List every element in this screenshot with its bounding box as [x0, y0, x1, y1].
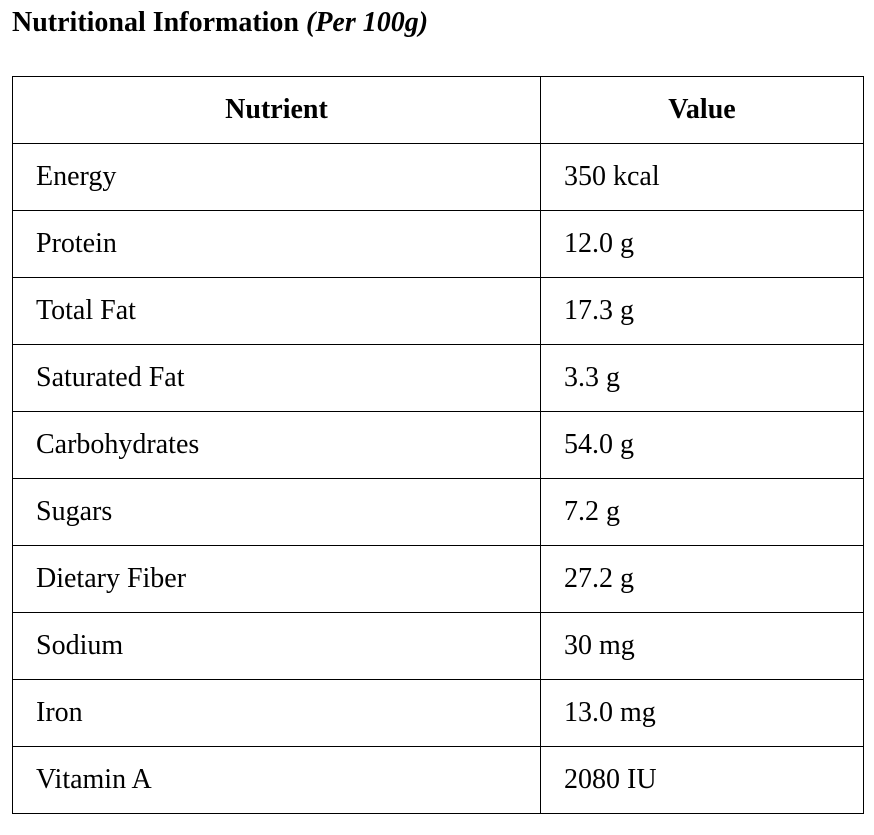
table-row: Sodium 30 mg — [12, 612, 864, 680]
table-row: Dietary Fiber 27.2 g — [12, 545, 864, 613]
nutrient-cell: Energy — [12, 143, 541, 211]
nutrient-cell: Protein — [12, 210, 541, 278]
nutrient-cell: Total Fat — [12, 277, 541, 345]
nutrient-cell: Carbohydrates — [12, 411, 541, 479]
header-row: Nutrient Value — [12, 76, 864, 144]
value-cell: 54.0 g — [540, 411, 864, 479]
value-cell: 2080 IU — [540, 746, 864, 814]
nutrient-cell: Sugars — [12, 478, 541, 546]
table-row: Sugars 7.2 g — [12, 478, 864, 546]
table-row: Carbohydrates 54.0 g — [12, 411, 864, 479]
header-nutrient: Nutrient — [12, 76, 541, 144]
value-cell: 27.2 g — [540, 545, 864, 613]
title-text: Nutritional Information — [12, 7, 299, 38]
nutrition-table: Nutrient Value Energy 350 kcal Protein 1… — [12, 76, 864, 814]
table-header: Nutrient Value — [12, 76, 864, 144]
table-row: Iron 13.0 mg — [12, 679, 864, 747]
header-value: Value — [540, 76, 864, 144]
table-row: Vitamin A 2080 IU — [12, 746, 864, 814]
value-cell: 30 mg — [540, 612, 864, 680]
title-subtitle: (Per 100g) — [306, 7, 429, 38]
value-cell: 12.0 g — [540, 210, 864, 278]
value-cell: 7.2 g — [540, 478, 864, 546]
value-cell: 350 kcal — [540, 143, 864, 211]
value-cell: 13.0 mg — [540, 679, 864, 747]
nutrient-cell: Saturated Fat — [12, 344, 541, 412]
table-row: Protein 12.0 g — [12, 210, 864, 278]
nutrient-cell: Vitamin A — [12, 746, 541, 814]
nutrient-cell: Dietary Fiber — [12, 545, 541, 613]
value-cell: 17.3 g — [540, 277, 864, 345]
nutrient-cell: Sodium — [12, 612, 541, 680]
nutrient-cell: Iron — [12, 679, 541, 747]
document-title: Nutritional Information (Per 100g) — [12, 6, 428, 40]
value-cell: 3.3 g — [540, 344, 864, 412]
table-body: Energy 350 kcal Protein 12.0 g Total Fat… — [12, 143, 864, 814]
table-row: Energy 350 kcal — [12, 143, 864, 211]
table-row: Saturated Fat 3.3 g — [12, 344, 864, 412]
table-row: Total Fat 17.3 g — [12, 277, 864, 345]
